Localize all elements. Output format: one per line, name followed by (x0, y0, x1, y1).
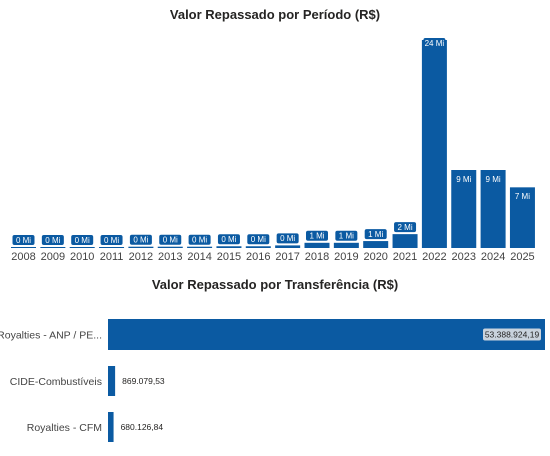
period-data-label-2014: 0 Mi (192, 236, 207, 245)
period-data-label-2017: 0 Mi (280, 234, 295, 243)
period-data-label-2010: 0 Mi (75, 236, 90, 245)
period-tick-2020: 2020 (363, 251, 387, 263)
transfer-label-bg-0 (483, 328, 541, 341)
period-tick-2016: 2016 (246, 251, 270, 263)
period-bar-2014[interactable] (187, 246, 213, 248)
period-data-label-2018: 1 Mi (309, 232, 324, 241)
transfer-category-1: CIDE-Combustíveis (10, 376, 102, 388)
period-data-label-2021: 2 Mi (397, 223, 412, 232)
period-tick-2014: 2014 (187, 251, 211, 263)
period-bar-2013[interactable] (157, 246, 183, 248)
period-data-label-2023: 9 Mi (456, 175, 471, 184)
period-tick-2025: 2025 (510, 251, 534, 263)
period-bar-2019[interactable] (333, 242, 359, 248)
period-label-bg-2016 (247, 234, 270, 245)
period-label-bg-2014 (188, 234, 211, 245)
period-tick-2021: 2021 (393, 251, 417, 263)
period-data-label-2020: 1 Mi (368, 230, 383, 239)
period-tick-2011: 2011 (100, 251, 124, 263)
period-bar-2008[interactable] (11, 247, 36, 248)
period-bar-2012[interactable] (128, 246, 154, 248)
period-data-label-2009: 0 Mi (45, 236, 60, 245)
transfer-bar-2[interactable] (108, 412, 114, 442)
period-label-bg-2024 (482, 174, 505, 184)
period-data-label-2008: 0 Mi (16, 236, 31, 245)
period-data-label-2012: 0 Mi (133, 236, 148, 245)
period-tick-2018: 2018 (305, 251, 329, 263)
period-bar-2010[interactable] (69, 247, 95, 248)
transfer-data-label-2: 680.126,84 (121, 422, 164, 432)
chart-title-period: Valor Repassado por Período (R$) (169, 7, 381, 22)
period-tick-2019: 2019 (334, 251, 358, 263)
transfer-category-0: Royalties - ANP / PE... (0, 330, 102, 342)
period-tick-2017: 2017 (275, 251, 299, 263)
transfer-data-label-0: 53.388.924,19 (485, 330, 540, 340)
period-label-bg-2009 (41, 235, 64, 245)
period-data-label-2019: 1 Mi (339, 232, 354, 241)
period-bar-2015[interactable] (216, 246, 242, 248)
chart-title-transfer: Valor Repassado por Transferência (R$) (151, 277, 399, 292)
period-label-bg-2023 (452, 174, 475, 184)
period-tick-2015: 2015 (217, 251, 241, 263)
period-label-bg-2015 (217, 234, 240, 245)
period-tick-2024: 2024 (481, 251, 505, 263)
period-label-bg-2012 (129, 234, 152, 245)
period-tick-2009: 2009 (41, 251, 65, 263)
period-label-bg-2017 (276, 233, 299, 244)
period-bar-2017[interactable] (275, 245, 301, 248)
period-label-bg-2019 (335, 230, 358, 241)
period-data-label-2022: 24 Mi (425, 39, 445, 48)
period-tick-2013: 2013 (158, 251, 182, 263)
period-tick-2010: 2010 (70, 251, 94, 263)
period-label-bg-2021 (394, 222, 417, 233)
period-data-label-2024: 9 Mi (486, 175, 501, 184)
period-bar-2021[interactable] (392, 234, 418, 248)
period-data-label-2011: 0 Mi (104, 236, 119, 245)
period-label-bg-2018 (306, 230, 328, 241)
period-bar-2016[interactable] (245, 246, 271, 248)
period-label-bg-2011 (100, 235, 123, 245)
period-data-label-2016: 0 Mi (251, 235, 266, 244)
period-tick-2012: 2012 (129, 251, 153, 263)
period-data-label-2013: 0 Mi (163, 236, 178, 245)
period-bar-2018[interactable] (304, 242, 330, 248)
period-tick-2008: 2008 (11, 251, 35, 263)
period-bar-2022[interactable] (421, 40, 447, 248)
transfer-bar-chart: Royalties - ANP / PE... 53.388.924,19 CIDE… (0, 319, 545, 442)
period-tick-2023: 2023 (452, 251, 476, 263)
period-bar-chart: 0 Mi 2008 0 Mi 2009 0 Mi 2010 0 Mi 2011 0 Mi 2012… (11, 38, 535, 263)
period-label-bg-2008 (12, 235, 35, 245)
period-bar-2009[interactable] (40, 247, 66, 248)
period-data-label-2025: 7 Mi (515, 192, 530, 201)
period-bar-2020[interactable] (363, 241, 389, 248)
transfer-category-2: Royalties - CFM (27, 422, 102, 434)
period-label-bg-2020 (364, 229, 387, 240)
period-data-label-2015: 0 Mi (221, 235, 236, 244)
period-label-bg-2025 (511, 191, 534, 202)
period-tick-2022: 2022 (422, 251, 446, 263)
period-label-bg-2010 (71, 235, 94, 245)
period-label-bg-2022 (423, 38, 446, 48)
period-bar-2011[interactable] (99, 247, 125, 248)
period-label-bg-2013 (159, 234, 182, 245)
transfer-bar-1[interactable] (108, 366, 116, 396)
transfer-data-label-1: 869.079,53 (122, 376, 165, 386)
transfer-bar-0[interactable] (108, 319, 545, 350)
